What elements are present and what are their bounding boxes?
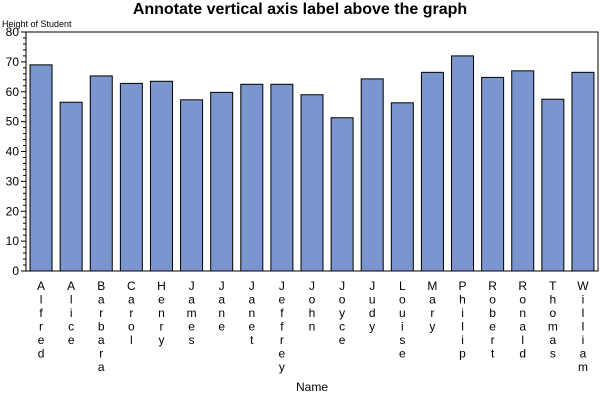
bar xyxy=(360,78,384,272)
bar xyxy=(89,75,113,272)
bar xyxy=(119,82,143,272)
y-tick-label: 80 xyxy=(6,25,20,39)
bar xyxy=(481,76,505,272)
y-tick-label: 0 xyxy=(12,264,19,278)
x-axis-label: Name xyxy=(296,380,328,394)
bar xyxy=(390,102,414,272)
plot-area: 0 10 20 30 40 50 60 70 80 A l f r e d A l i c e B a r b a r a C a r o l… xyxy=(6,25,599,374)
chart-title: Annotate vertical axis label above the g… xyxy=(133,1,467,18)
y-tick-label: 20 xyxy=(6,204,20,218)
bar xyxy=(210,91,234,272)
bar xyxy=(420,71,444,272)
bar xyxy=(149,80,173,272)
y-tick-label: 70 xyxy=(6,55,20,69)
y-tick-label: 40 xyxy=(6,145,20,159)
y-tick-label: 50 xyxy=(6,115,20,129)
y-tick-label: 10 xyxy=(6,234,20,248)
bar xyxy=(330,117,354,272)
bar xyxy=(270,83,294,272)
bar xyxy=(29,64,53,272)
bar xyxy=(300,94,324,272)
bar xyxy=(451,55,475,272)
bar xyxy=(541,98,565,272)
bar xyxy=(511,70,535,272)
y-tick-label: 30 xyxy=(6,174,20,188)
bar xyxy=(59,101,83,272)
bar xyxy=(571,71,595,272)
bar xyxy=(240,83,264,272)
bar xyxy=(180,99,204,272)
y-axis-label: Height of Student xyxy=(2,19,72,29)
y-tick-label: 60 xyxy=(6,85,20,99)
